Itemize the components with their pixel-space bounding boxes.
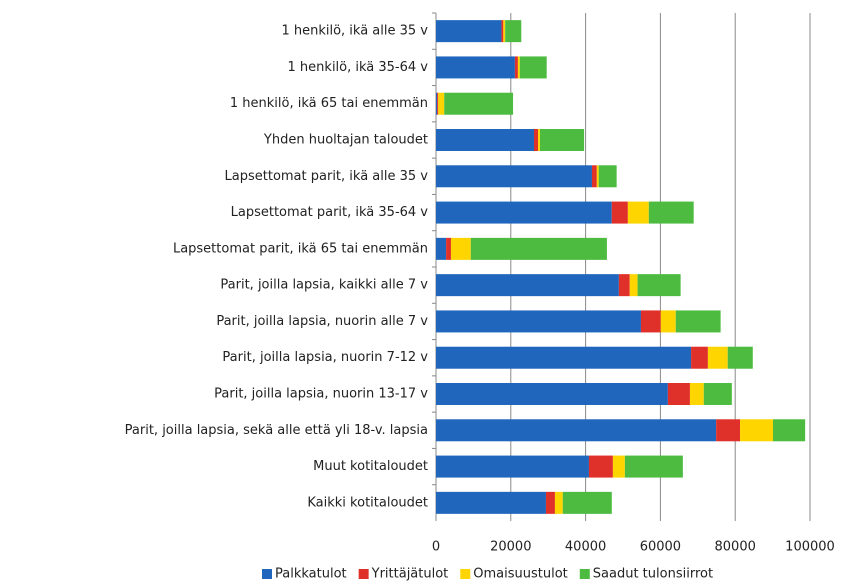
legend-swatch: [579, 569, 590, 579]
y-tick-label: Parit, joilla lapsia, kaikki alle 7 v: [220, 278, 428, 293]
x-tick-label: 40000: [565, 540, 606, 555]
x-tick-label: 80000: [715, 540, 756, 555]
y-tick-label: Parit, joilla lapsia, nuorin alle 7 v: [216, 314, 428, 329]
bar-segment: [436, 56, 515, 79]
bar-segment: [660, 310, 676, 333]
bar-segment: [707, 346, 728, 369]
bar-segment: [450, 237, 471, 260]
legend-label: Yrittäjätulot: [371, 567, 449, 582]
bar-segment: [640, 310, 661, 333]
bar-segment: [436, 310, 641, 333]
bar-segment: [727, 346, 753, 369]
bar-segment: [514, 56, 518, 79]
bar-segment: [588, 455, 613, 478]
x-tick-label: 20000: [490, 540, 531, 555]
bar-segment: [438, 92, 445, 115]
bar-segment: [436, 237, 447, 260]
bar-segment: [437, 92, 439, 115]
bar-segment: [545, 491, 555, 514]
legend-swatch: [460, 569, 471, 579]
y-tick-label: 1 henkilö, ikä alle 35 v: [281, 24, 428, 39]
legend-swatch: [358, 569, 369, 579]
bar-segment: [691, 346, 708, 369]
bar-segment: [436, 201, 612, 224]
bar-segment: [554, 491, 563, 514]
bar-segment: [503, 20, 506, 43]
bar-segment: [436, 346, 692, 369]
bar-segment: [538, 129, 540, 151]
bar-segment: [436, 129, 534, 151]
bar-segment: [519, 56, 547, 79]
y-tick-label: Lapsettomat parit, ikä 65 tai enemmän: [173, 241, 428, 256]
bar-segment: [446, 237, 451, 260]
bar-segment: [436, 92, 438, 115]
bar-segment: [470, 237, 607, 260]
bar-segment: [444, 92, 514, 115]
y-tick-label: 1 henkilö, ikä 65 tai enemmän: [230, 96, 428, 111]
y-tick-label: Kaikki kotitaloudet: [307, 495, 428, 510]
y-tick-label: Muut kotitaloudet: [313, 459, 428, 474]
bar-segment: [596, 165, 599, 188]
bar-segment: [618, 274, 630, 297]
bar-segment: [436, 165, 592, 188]
y-tick-label: Yhden huoltajan taloudet: [263, 133, 428, 148]
bar-segment: [637, 274, 681, 297]
bar-segment: [627, 201, 649, 224]
bar-segment: [436, 274, 619, 297]
y-tick-label: Parit, joilla lapsia, nuorin 7-12 v: [222, 350, 428, 365]
bar-segment: [629, 274, 638, 297]
bar-segment: [517, 56, 520, 79]
y-tick-label: Parit, joilla lapsia, nuorin 13-17 v: [214, 387, 428, 402]
bar-segment: [436, 491, 546, 514]
bar-segment: [689, 383, 704, 405]
bar-segment: [501, 20, 504, 43]
legend-swatch: [262, 569, 272, 579]
bar-segment: [648, 201, 694, 224]
x-tick-label: 100000: [785, 540, 835, 555]
bar-segment: [436, 383, 668, 405]
bar-segment: [740, 419, 773, 442]
bar-segment: [612, 455, 625, 478]
bar-segment: [667, 383, 690, 405]
bar-segment: [562, 491, 612, 514]
y-tick-label: 1 henkilö, ikä 35-64 v: [288, 60, 429, 75]
bar-segment: [505, 20, 522, 43]
bar-segment: [591, 165, 597, 188]
y-tick-label: Parit, joilla lapsia, sekä alle että yli…: [125, 423, 428, 438]
legend-label: Omaisuustulot: [473, 567, 568, 582]
x-tick-label: 0: [432, 540, 440, 555]
bar-segment: [772, 419, 806, 442]
legend-label: Saadut tulonsiirrot: [593, 567, 713, 582]
bar-segment: [624, 455, 683, 478]
y-tick-label: Lapsettomat parit, ikä 35-64 v: [231, 205, 429, 220]
y-tick-label: Lapsettomat parit, ikä alle 35 v: [225, 169, 429, 184]
bar-segment: [716, 419, 741, 442]
bar-segment: [539, 129, 585, 151]
bar-segment: [675, 310, 721, 333]
bar-segment: [436, 455, 589, 478]
bar-segment: [598, 165, 617, 188]
bar-segment: [533, 129, 539, 151]
bar-segment: [703, 383, 732, 405]
x-tick-label: 60000: [640, 540, 681, 555]
bar-segment: [436, 20, 502, 43]
legend-label: Palkkatulot: [275, 567, 347, 582]
bar-segment: [436, 419, 717, 442]
bar-segment: [611, 201, 628, 224]
